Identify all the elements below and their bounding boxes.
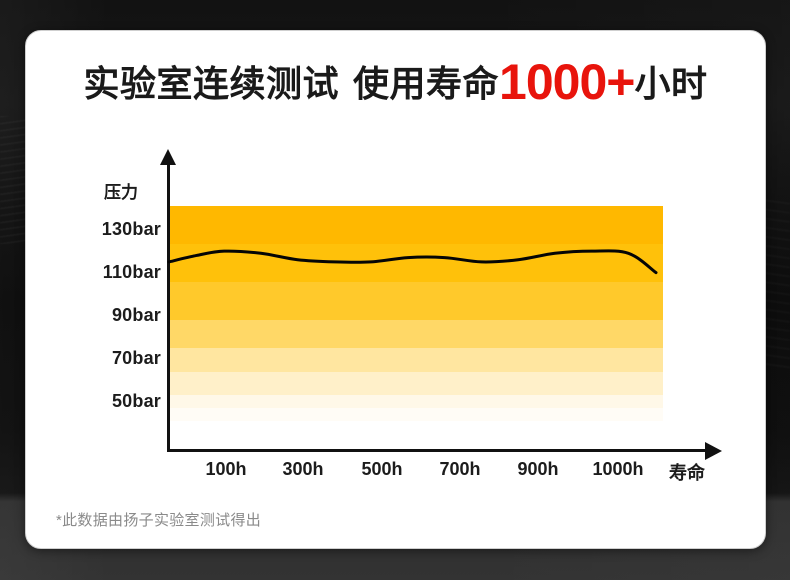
headline-part3: 小时	[634, 63, 708, 104]
y-tick-110bar: 110bar	[102, 261, 161, 282]
y-axis-tick-labels: 130bar 110bar 90bar 70bar 50bar	[36, 31, 161, 548]
headline-highlight: 1000+	[499, 54, 635, 110]
x-axis-arrow-icon	[705, 442, 722, 460]
y-axis-line	[167, 159, 170, 451]
x-tick-900h: 900h	[517, 459, 559, 479]
x-axis-line	[167, 449, 708, 452]
chart-plot-area	[169, 206, 663, 422]
footnote-text: *此数据由扬子实验室测试得出	[56, 512, 262, 529]
headline-part1: 实验室连续测试	[83, 63, 340, 104]
y-tick-50bar: 50bar	[111, 390, 161, 411]
chart-band-6	[169, 371, 663, 396]
chart-band-1	[169, 206, 663, 245]
x-tick-300h: 300h	[282, 459, 324, 479]
chart-band-5	[169, 348, 663, 373]
y-tick-70bar: 70bar	[111, 347, 161, 368]
pressure-lifespan-chart: 压力 130bar 110bar 90bar 70bar 50bar 100h 300h 5…	[26, 31, 765, 548]
y-tick-90bar: 90bar	[111, 304, 161, 325]
chart-band-7	[169, 395, 663, 409]
x-axis-end-label: 寿命	[669, 463, 705, 483]
chart-band-4	[169, 320, 663, 349]
y-axis-title: 压力	[104, 183, 138, 202]
chart-band-2	[169, 244, 663, 283]
x-tick-700h: 700h	[439, 459, 481, 479]
y-tick-130bar: 130bar	[101, 218, 161, 239]
chart-band-8	[169, 408, 663, 422]
x-tick-100h: 100h	[205, 459, 247, 479]
info-card: 实验室连续测试 使用寿命1000+小时 压力 130bar 110bar 90bar 7…	[25, 30, 766, 549]
x-tick-500h: 500h	[361, 459, 403, 479]
chart-band-3	[169, 282, 663, 321]
x-tick-1000h: 1000h	[592, 459, 644, 479]
y-axis-arrow-icon	[160, 149, 176, 165]
page-title: 实验室连续测试 使用寿命1000+小时	[26, 57, 765, 107]
headline-part2: 使用寿命	[353, 63, 500, 104]
